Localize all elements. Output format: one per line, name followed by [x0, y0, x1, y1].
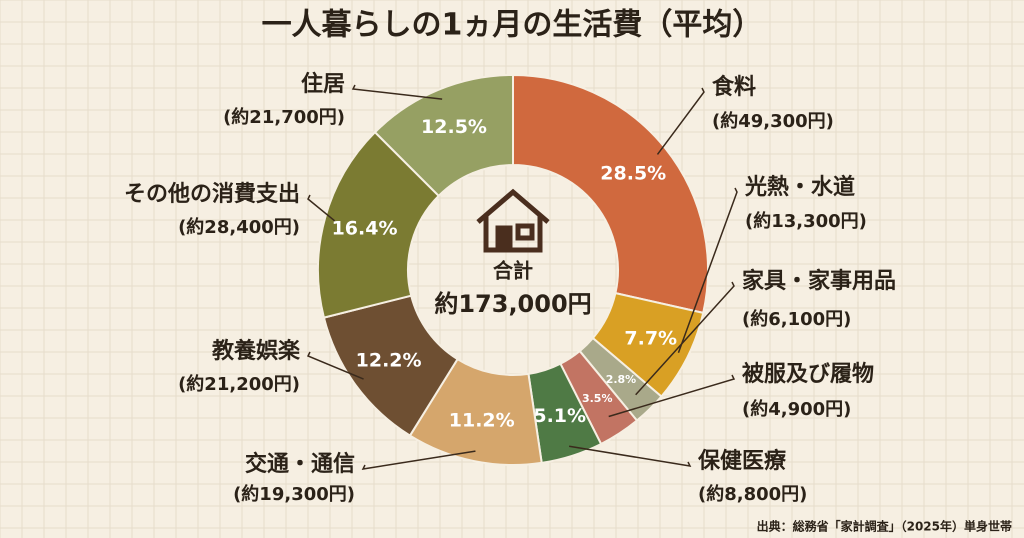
amount-label: (約4,900円): [742, 398, 851, 420]
leader-line: [306, 351, 364, 380]
percent-label: 16.4%: [332, 218, 398, 240]
leader-line: [361, 450, 476, 470]
house-icon: [476, 188, 550, 253]
leader-line: [307, 194, 336, 222]
chart-title: 一人暮らしの1ヵ月の生活費（平均）: [262, 8, 763, 43]
donut-segment: [512, 73, 709, 315]
amount-label: (約8,800円): [698, 483, 807, 505]
leader-line: [608, 374, 736, 418]
amount-label: (約6,100円): [742, 308, 851, 330]
category-label: その他の消費支出: [124, 182, 300, 207]
amount-label: (約13,300円): [745, 210, 867, 232]
leader-line: [568, 445, 692, 467]
percent-label: 7.7%: [624, 327, 677, 349]
amount-label: (約21,700円): [223, 106, 345, 128]
donut-segment: [373, 73, 514, 198]
percent-label: 11.2%: [449, 409, 515, 431]
percent-label: 28.5%: [600, 162, 666, 184]
leader-line: [635, 281, 735, 396]
leader-line: [656, 87, 705, 155]
category-label: 教養娯楽: [212, 338, 301, 364]
category-label: 住居: [301, 71, 345, 97]
percent-label: 12.2%: [356, 349, 422, 371]
category-label: 家具・家事用品: [742, 268, 896, 294]
donut-segment: [317, 130, 441, 319]
percent-label: 2.8%: [606, 373, 637, 386]
amount-label: (約49,300円): [712, 110, 834, 132]
percent-label: 12.5%: [421, 116, 487, 138]
percent-label: 5.1%: [533, 405, 586, 427]
amount-label: (約19,300円): [233, 483, 355, 505]
category-label: 食料: [712, 74, 756, 100]
source-note: 出典：総務省「家計調査」（2025年）単身世帯: [757, 519, 1012, 534]
leader-line: [351, 84, 443, 100]
center-total: 約173,000円: [434, 290, 591, 318]
category-label: 交通・通信: [245, 451, 355, 477]
amount-label: (約28,400円): [178, 216, 300, 238]
percent-label: 3.5%: [582, 392, 613, 405]
center-label: 合計: [493, 259, 533, 283]
category-label: 保健医療: [697, 448, 786, 474]
category-label: 被服及び履物: [742, 361, 874, 387]
category-label: 光熱・水道: [744, 174, 855, 200]
amount-label: (約21,200円): [178, 373, 300, 395]
leader-line: [677, 187, 738, 354]
